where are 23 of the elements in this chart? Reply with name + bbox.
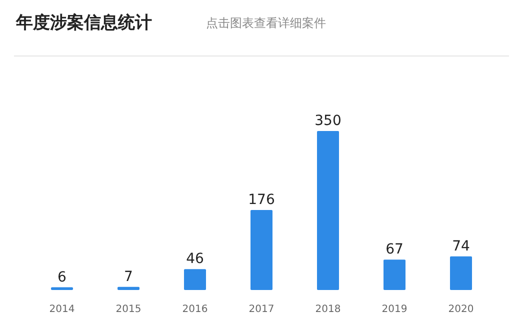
- chart-subtitle: 点击图表查看详细案件: [206, 16, 326, 30]
- bar: [51, 287, 73, 290]
- x-tick-label: 2014: [49, 304, 75, 315]
- bar: [118, 286, 140, 290]
- data-label: 350: [314, 113, 342, 129]
- data-label: 7: [124, 268, 133, 285]
- x-tick-label: 2020: [448, 304, 474, 315]
- bar: [250, 210, 272, 290]
- x-tick-label: 2016: [182, 304, 208, 315]
- x-tick-label: 2018: [315, 304, 341, 315]
- data-label: 46: [186, 251, 204, 268]
- bar: [184, 269, 206, 290]
- data-label: 74: [452, 238, 470, 254]
- x-tick-label: 2017: [248, 304, 274, 315]
- chart-title: 年度涉案信息统计: [15, 12, 152, 33]
- bar: [450, 256, 472, 290]
- data-label: 67: [386, 242, 404, 258]
- data-label: 176: [248, 192, 275, 208]
- data-label: 6: [58, 269, 67, 286]
- bar: [384, 260, 406, 290]
- bar: [317, 131, 339, 290]
- x-tick-label: 2019: [382, 304, 408, 315]
- x-tick-label: 2015: [116, 304, 142, 315]
